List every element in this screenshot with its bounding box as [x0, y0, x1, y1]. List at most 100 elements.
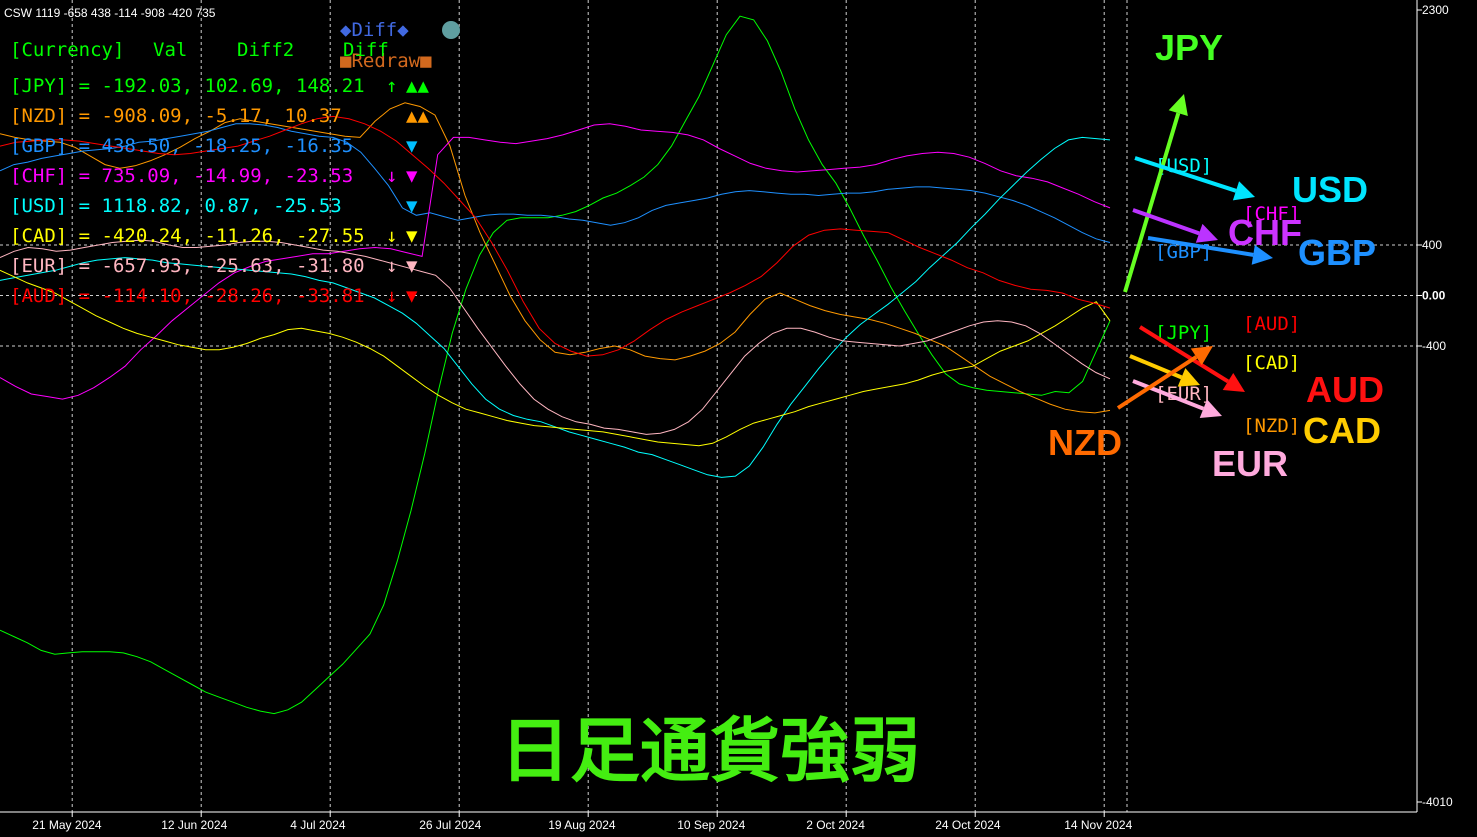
row-trend-mark: ↓	[386, 165, 397, 187]
direction-arrows	[1116, 94, 1273, 418]
big-label-gbp: GBP	[1298, 232, 1376, 273]
series-line-nzd	[0, 102, 1111, 414]
row-label: [CHF]	[10, 165, 67, 187]
series-line-usd	[0, 136, 1111, 478]
gbp-arrow	[1147, 236, 1273, 265]
panel-row-text: [GBP] = 438.50, -18.25, -16.35	[10, 135, 353, 157]
y-tick-label: 400	[1422, 238, 1442, 252]
panel-row-text: [NZD] = -908.09, -5.17, 10.37	[10, 105, 342, 127]
nzd-arrow	[1116, 346, 1213, 410]
y-axis-ticks: 2300 400 0.00 -400 -4010	[1417, 3, 1453, 809]
panel-row: [AUD] = -114.10, -28.26, -33.81 ↓ ▼	[10, 285, 418, 307]
header-val: Val	[153, 39, 187, 61]
row-signal: ▼	[406, 135, 418, 157]
big-label-aud: AUD	[1306, 369, 1384, 410]
chart-caption: 日足通貨強弱	[500, 712, 920, 790]
arrow-shaft	[1132, 379, 1205, 411]
row-trend-mark: ↓	[386, 225, 397, 247]
arrow-head	[1195, 223, 1218, 243]
row-label: [USD]	[10, 195, 67, 217]
series-line-eur	[0, 239, 1111, 435]
row-signal: ▲▲	[406, 75, 429, 97]
panel-row: [GBP] = 438.50, -18.25, -16.35 ▼	[10, 135, 418, 157]
row-values: = -114.10, -28.26, -33.81	[67, 285, 364, 307]
panel-row: [EUR] = -657.93, -25.63, -31.80 ↓ ▼	[10, 255, 418, 277]
panel-row-text: [CHF] = 735.09, -14.99, -23.53	[10, 165, 353, 187]
row-values: = 1118.82, 0.87, -25.53	[67, 195, 342, 217]
series-line-aud	[0, 115, 1111, 357]
end-label-cad: [CAD]	[1243, 352, 1300, 374]
arrow-head	[1190, 346, 1213, 366]
jpy-arrow	[1123, 94, 1188, 293]
arrow-head	[1232, 181, 1255, 201]
panel-row-text: [CAD] = -420.24, -11.26, -27.55	[10, 225, 365, 247]
panel-header: [Currency] Val Diff2 Diff	[10, 39, 389, 61]
end-label-chf: [CHF]	[1243, 203, 1300, 225]
row-signal: ▼	[406, 255, 418, 277]
x-tick-label: 26 Jul 2024	[419, 818, 481, 832]
arrow-shaft	[1132, 208, 1200, 236]
row-label: [CAD]	[10, 225, 67, 247]
big-label-usd: USD	[1292, 169, 1368, 210]
row-values: = -908.09, -5.17, 10.37	[67, 105, 342, 127]
aud-arrow	[1138, 325, 1245, 392]
arrow-shaft	[1123, 112, 1181, 293]
y-tick-label: -400	[1422, 339, 1446, 353]
big-label-eur: EUR	[1212, 443, 1288, 484]
row-values: = 735.09, -14.99, -23.53	[67, 165, 353, 187]
arrow-shaft	[1116, 355, 1198, 410]
y-tick-label: 0.00	[1422, 289, 1446, 303]
arrow-head	[1177, 368, 1200, 387]
panel-row: [CAD] = -420.24, -11.26, -27.55 ↓ ▼	[10, 225, 418, 247]
row-values: = -192.03, 102.69, 148.21	[67, 75, 364, 97]
row-signal: ▼	[406, 165, 418, 187]
big-label-nzd: NZD	[1048, 422, 1122, 463]
arrow-head	[1251, 244, 1273, 265]
row-label: [EUR]	[10, 255, 67, 277]
series-line-gbp	[0, 123, 1111, 243]
panel-row: [NZD] = -908.09, -5.17, 10.37 ▲▲	[10, 105, 429, 127]
row-values: = 438.50, -18.25, -16.35	[67, 135, 353, 157]
arrow-head	[1222, 372, 1245, 392]
x-tick-label: 21 May 2024	[32, 818, 102, 832]
row-signal: ▲▲	[406, 105, 429, 127]
diff-button[interactable]: ◆Diff◆	[340, 19, 409, 41]
diff-status-dot[interactable]	[442, 21, 460, 39]
series-line-cad	[0, 269, 1111, 447]
x-tick-label: 19 Aug 2024	[548, 818, 616, 832]
big-label-chf: CHF	[1228, 212, 1302, 253]
arrow-shaft	[1147, 236, 1254, 257]
panel-row-text: [USD] = 1118.82, 0.87, -25.53	[10, 195, 342, 217]
end-label-jpy: [JPY]	[1155, 322, 1212, 344]
series-line-chf	[0, 123, 1111, 400]
x-tick-label: 12 Jun 2024	[161, 818, 227, 832]
big-label-jpy: JPY	[1155, 27, 1223, 68]
chf-arrow	[1132, 208, 1218, 243]
end-label-aud: [AUD]	[1243, 313, 1300, 335]
y-tick-label: -4010	[1422, 795, 1453, 809]
x-tick-label: 2 Oct 2024	[806, 818, 865, 832]
y-tick-label: 2300	[1422, 3, 1449, 17]
row-signal: ▼	[406, 225, 418, 247]
indicator-title: CSW 1119 -658 438 -114 -908 -420 735	[4, 6, 216, 20]
panel-row-text: [JPY] = -192.03, 102.69, 148.21	[10, 75, 365, 97]
row-signal: ▼	[406, 285, 418, 307]
header-diff: Diff	[343, 39, 389, 61]
panel-row: [JPY] = -192.03, 102.69, 148.21 ↑ ▲▲	[10, 75, 429, 97]
row-trend-mark: ↓	[386, 285, 397, 307]
eur-arrow	[1132, 379, 1222, 418]
currency-panel: [JPY] = -192.03, 102.69, 148.21 ↑ ▲▲[NZD] …	[10, 75, 429, 307]
x-axis-ticks: 21 May 2024 12 Jun 2024 4 Jul 2024 26 Jul 2…	[32, 812, 1133, 832]
arrow-shaft	[1134, 156, 1237, 193]
x-tick-label: 14 Nov 2024	[1064, 818, 1132, 832]
row-trend-mark: ↑	[386, 75, 397, 97]
header-currency: [Currency]	[10, 39, 124, 61]
row-signal: ▼	[406, 195, 418, 217]
big-label-cad: CAD	[1303, 410, 1381, 451]
x-tick-label: 10 Sep 2024	[677, 818, 745, 832]
redraw-button[interactable]: ■Redraw■	[340, 50, 432, 72]
arrow-shaft	[1138, 325, 1230, 384]
row-trend-mark: ↓	[386, 255, 397, 277]
